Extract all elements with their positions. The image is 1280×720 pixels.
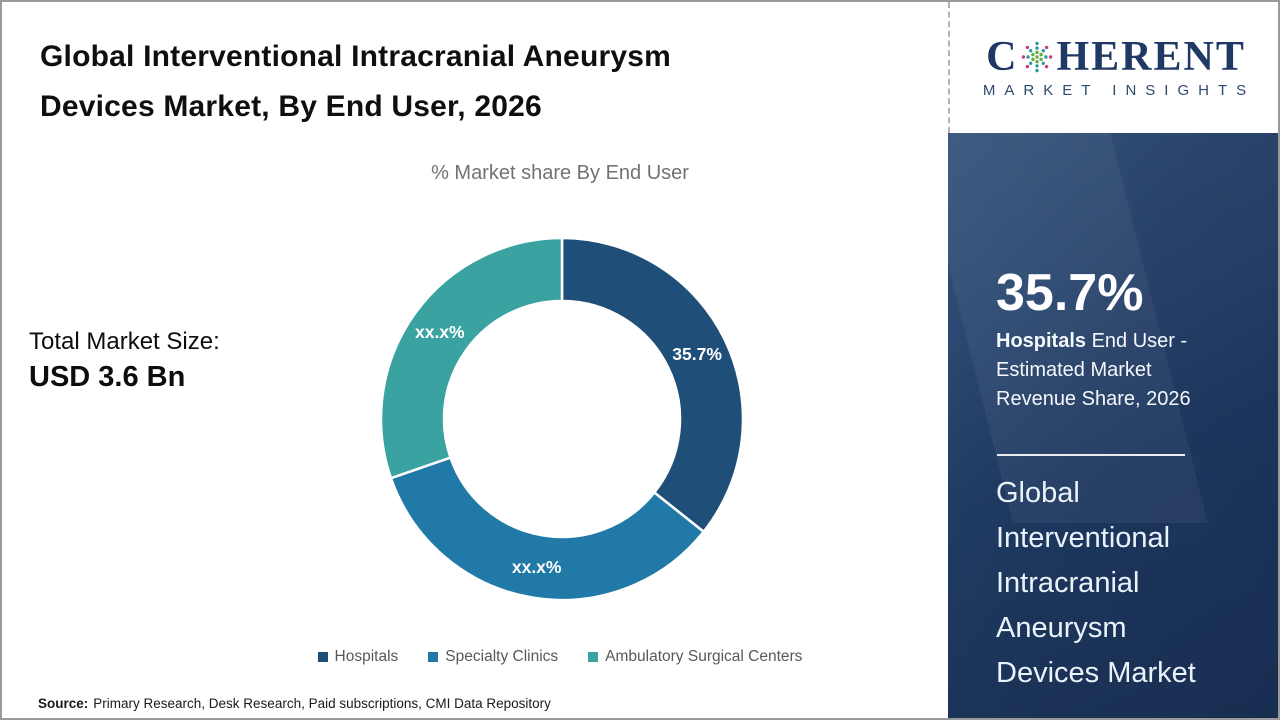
chart-legend: Hospitals Specialty Clinics Ambulatory Sur… <box>180 648 940 666</box>
cmi-globe-icon <box>1022 41 1053 73</box>
market-name-line: Intracranial <box>996 567 1140 599</box>
donut-slice-2 <box>379 236 564 480</box>
page-title-line2: Devices Market, By End User, 2026 <box>40 90 542 123</box>
donut-slice-0 <box>560 236 745 534</box>
stat-description-line2: Estimated Market <box>996 359 1152 381</box>
source-label: Source: <box>38 696 89 711</box>
brand-logo: C <box>948 2 1278 133</box>
market-name-line: Interventional <box>996 522 1171 554</box>
legend-swatch-icon <box>317 652 328 662</box>
stat-value: 35.7% <box>996 264 1144 322</box>
legend-swatch-icon <box>588 652 599 662</box>
sidebar-divider <box>997 454 1185 456</box>
sidebar-body: 35.7% Hospitals End User - Estimated Mar… <box>948 133 1278 718</box>
total-market-label: Total Market Size: <box>29 328 220 355</box>
sidebar-market-name: Global Interventional Intracranial Aneur… <box>996 471 1196 696</box>
stat-description-bold: Hospitals <box>996 330 1087 352</box>
stat-description-rest: End User - <box>1086 330 1188 352</box>
sidebar: C <box>948 2 1278 718</box>
total-market-value: USD 3.6 Bn <box>29 361 186 393</box>
legend-label: Hospitals <box>334 648 399 665</box>
donut-slice-1 <box>389 455 706 602</box>
market-name-line: Global <box>996 477 1080 509</box>
source-note: Source: Primary Research, Desk Research, … <box>38 696 551 711</box>
slice-label-2: xx.x% <box>415 322 465 342</box>
legend-item: Hospitals <box>317 648 399 666</box>
market-name-line: Devices Market <box>996 657 1196 689</box>
market-name-line: Aneurysm <box>996 612 1127 644</box>
brand-tagline: MARKET INSIGHTS <box>982 82 1256 99</box>
brand-wordmark: C <box>986 36 1246 78</box>
page-title: Global Interventional Intracranial Aneur… <box>40 32 671 132</box>
slice-label-0: 35.7% <box>672 344 722 364</box>
page-title-line1: Global Interventional Intracranial Aneur… <box>40 40 671 73</box>
donut-chart-svg: 35.7% xx.x% xx.x% <box>379 236 745 602</box>
brand-letter-c: C <box>986 34 1019 80</box>
chart-subtitle: % Market share By End User <box>431 162 689 184</box>
total-market-size: Total Market Size: USD 3.6 Bn <box>29 328 220 394</box>
stat-description-line3: Revenue Share, 2026 <box>996 388 1191 410</box>
stat-description: Hospitals End User - Estimated Market Re… <box>996 327 1191 414</box>
slice-label-1: xx.x% <box>512 557 562 577</box>
legend-item: Specialty Clinics <box>428 648 558 666</box>
legend-label: Specialty Clinics <box>445 648 559 665</box>
legend-swatch-icon <box>428 652 439 662</box>
brand-letters-rest: HERENT <box>1056 34 1246 80</box>
legend-label: Ambulatory Surgical Centers <box>605 648 803 665</box>
source-text: Primary Research, Desk Research, Paid su… <box>93 696 551 711</box>
legend-item: Ambulatory Surgical Centers <box>588 648 802 666</box>
main-content: Global Interventional Intracranial Aneur… <box>2 2 948 718</box>
